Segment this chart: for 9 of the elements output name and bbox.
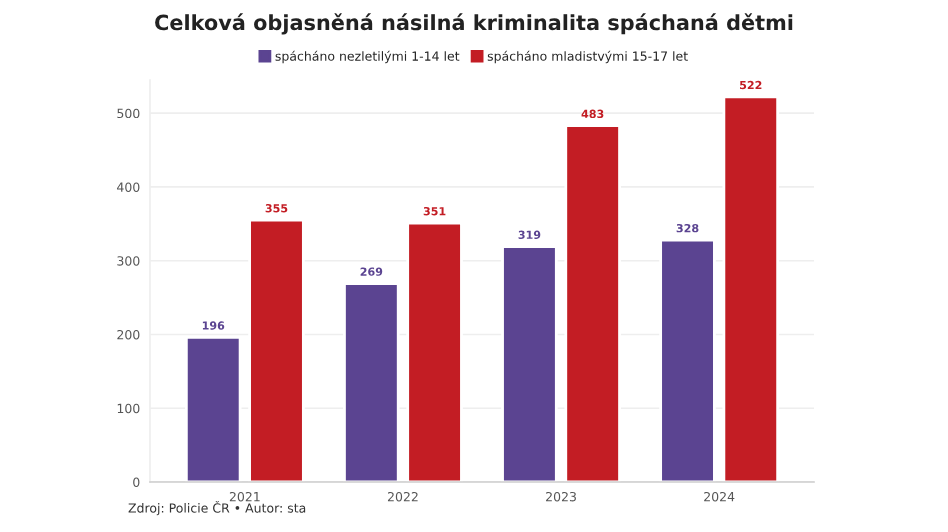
bar — [406, 221, 463, 482]
bar — [564, 124, 621, 482]
bar — [248, 218, 305, 482]
chart-title: Celková objasněná násilná kriminalita spáchaná dětmi — [155, 13, 793, 35]
bar — [501, 245, 558, 482]
bar — [184, 336, 242, 482]
bar — [722, 95, 780, 482]
bar — [659, 238, 716, 482]
bar — [343, 282, 400, 482]
